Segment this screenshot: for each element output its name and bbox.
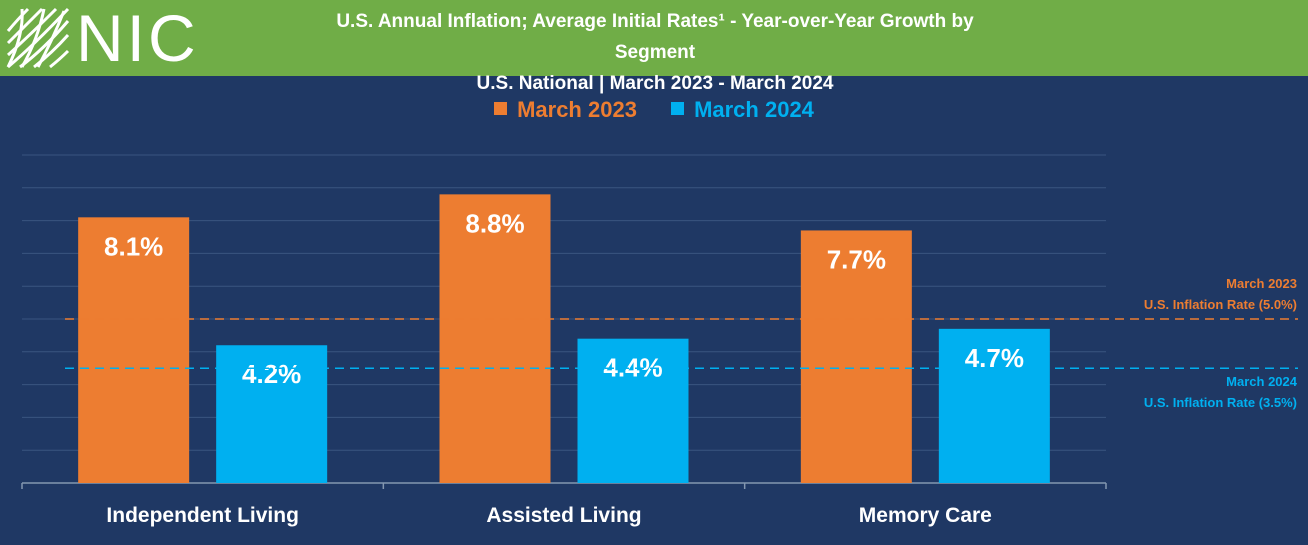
legend-item-march-2024: March 2024 — [671, 97, 814, 123]
legend: March 2023 March 2024 — [0, 97, 1308, 123]
bar — [577, 338, 689, 483]
reference-label-march-2023: March 2023 U.S. Inflation Rate (5.0%) — [1144, 273, 1297, 315]
x-tick-label: Memory Care — [859, 504, 992, 527]
bar — [439, 194, 551, 484]
legend-swatch-march-2023 — [494, 102, 508, 115]
bar — [938, 328, 1050, 483]
reference-label-march-2024: March 2024 U.S. Inflation Rate (3.5%) — [1144, 371, 1297, 413]
data-label: 8.8% — [465, 208, 524, 238]
logo-text: NIC — [76, 1, 199, 75]
x-tick-label: Assisted Living — [486, 504, 641, 527]
nic-logo: NIC — [4, 1, 220, 75]
chart-title: U.S. Annual Inflation; Average Initial R… — [336, 11, 974, 63]
data-label: 8.1% — [104, 231, 163, 261]
reference-label-title: March 2024 — [1226, 374, 1297, 390]
bar — [800, 230, 912, 483]
chart-titles: U.S. Annual Inflation; Average Initial R… — [300, 6, 1010, 99]
legend-swatch-march-2024 — [671, 102, 685, 115]
x-tick-label: Independent Living — [106, 504, 299, 527]
bar — [78, 217, 190, 483]
legend-item-march-2023: March 2023 — [494, 97, 637, 123]
data-label: 4.2% — [242, 359, 301, 389]
header-banner: NIC U.S. Annual Inflation; Average Initi… — [0, 0, 1308, 94]
legend-label-march-2024: March 2024 — [694, 97, 814, 122]
reference-label-rate: U.S. Inflation Rate (3.5%) — [1143, 395, 1297, 411]
reference-label-title: March 2023 — [1226, 276, 1297, 291]
globe-grid-icon — [6, 7, 70, 69]
reference-label-rate: U.S. Inflation Rate (5.0%) — [1143, 297, 1297, 312]
chart-subtitle: U.S. National | March 2023 - March 2024 — [476, 73, 834, 94]
data-label: 7.7% — [827, 244, 886, 274]
legend-label-march-2023: March 2023 — [517, 97, 637, 122]
